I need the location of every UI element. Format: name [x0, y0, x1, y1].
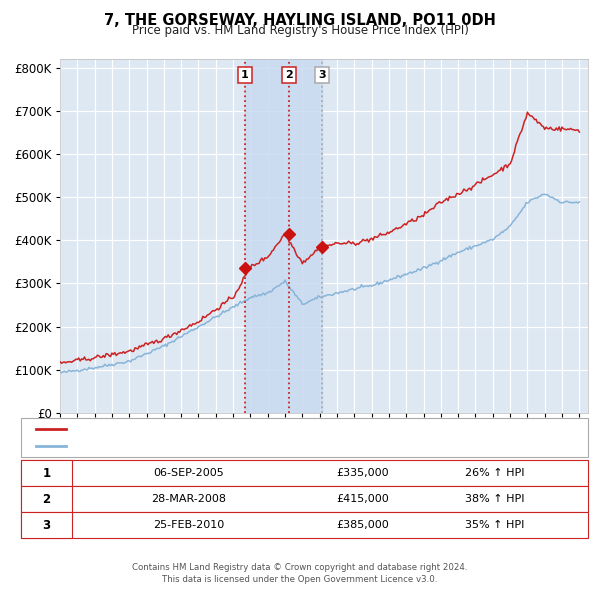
Text: £335,000: £335,000	[337, 468, 389, 478]
Text: 7, THE GORSEWAY, HAYLING ISLAND, PO11 0DH: 7, THE GORSEWAY, HAYLING ISLAND, PO11 0D…	[104, 13, 496, 28]
Text: £415,000: £415,000	[337, 494, 389, 504]
Text: 25-FEB-2010: 25-FEB-2010	[154, 520, 224, 530]
Text: 3: 3	[319, 70, 326, 80]
Text: 35% ↑ HPI: 35% ↑ HPI	[466, 520, 524, 530]
Text: HPI: Average price, detached house, Havant: HPI: Average price, detached house, Hava…	[72, 441, 292, 451]
Text: 1: 1	[43, 467, 50, 480]
Text: 38% ↑ HPI: 38% ↑ HPI	[465, 494, 525, 504]
Text: 2: 2	[43, 493, 50, 506]
Bar	[245, 59, 322, 413]
Text: Price paid vs. HM Land Registry's House Price Index (HPI): Price paid vs. HM Land Registry's House …	[131, 24, 469, 37]
Text: 7, THE GORSEWAY, HAYLING ISLAND, PO11 0DH (detached house): 7, THE GORSEWAY, HAYLING ISLAND, PO11 0D…	[72, 424, 402, 434]
Text: 06-SEP-2005: 06-SEP-2005	[154, 468, 224, 478]
Text: 26% ↑ HPI: 26% ↑ HPI	[465, 468, 525, 478]
Text: 1: 1	[241, 70, 249, 80]
Text: Contains HM Land Registry data © Crown copyright and database right 2024.
This d: Contains HM Land Registry data © Crown c…	[132, 563, 468, 584]
Text: 3: 3	[43, 519, 50, 532]
Text: £385,000: £385,000	[337, 520, 389, 530]
Text: 2: 2	[286, 70, 293, 80]
Text: 28-MAR-2008: 28-MAR-2008	[152, 494, 227, 504]
